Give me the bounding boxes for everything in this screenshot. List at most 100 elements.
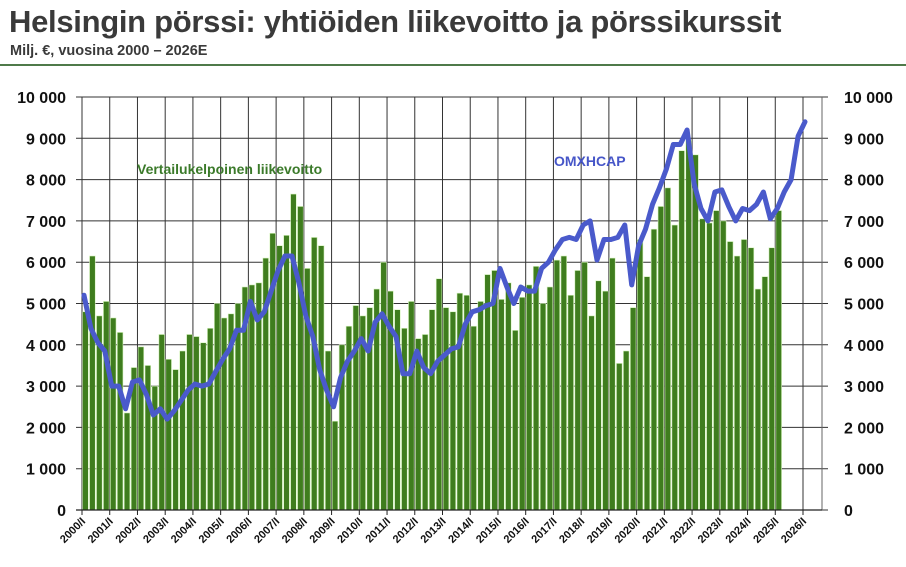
y-axis-right-tick: 0: [844, 503, 853, 520]
x-axis-tick: 2005/I: [197, 516, 227, 546]
profit-bar: [456, 292, 463, 511]
profit-bar: [678, 150, 685, 511]
profit-bar: [290, 193, 297, 511]
profit-bar: [727, 241, 734, 511]
y-axis-left-tick: 8 000: [26, 173, 66, 190]
page-subtitle: Milj. €, vuosina 2000 – 2026E: [10, 43, 208, 59]
y-axis-left-tick: 5 000: [26, 297, 66, 314]
profit-bar: [442, 307, 450, 511]
y-axis-left-tick: 7 000: [26, 214, 66, 231]
y-axis-left-tick: 9 000: [26, 131, 66, 148]
profit-bar: [158, 334, 165, 511]
omxhcap-line: [81, 119, 808, 422]
profit-bar: [775, 210, 782, 511]
x-axis-tick: 2021/I: [640, 516, 670, 546]
profit-bar: [512, 330, 519, 511]
profit-bar: [671, 224, 678, 511]
profit-bar: [581, 261, 588, 511]
y-axis-left-tick: 1 000: [26, 462, 66, 479]
y-axis-right-tick: 3 000: [844, 379, 884, 396]
profit-bar: [137, 346, 145, 511]
x-axis-tick: 2024/I: [724, 516, 754, 546]
x-axis-tick: 2013/I: [419, 516, 449, 546]
legend-label-profit: Vertailukelpoinen liikevoitto: [137, 161, 322, 177]
profit-bar: [220, 317, 228, 511]
legend-label-omxhcap: OMXHCAP: [554, 153, 626, 169]
x-axis-tick: 2000/I: [58, 516, 88, 546]
x-axis-tick: 2025/I: [751, 516, 781, 546]
profit-bar: [623, 350, 630, 511]
profit-bar: [609, 257, 616, 511]
x-axis-tick: 2014/I: [446, 516, 476, 546]
profit-bar: [754, 288, 762, 511]
profit-bar: [110, 317, 117, 511]
x-axis-tick: 2009/I: [308, 516, 338, 546]
profit-bar: [103, 301, 110, 511]
profit-bar: [200, 342, 207, 511]
y-axis-right-tick: 10 000: [844, 90, 893, 107]
profit-bar: [768, 247, 775, 511]
x-axis-tick: 2018/I: [557, 516, 587, 546]
profit-bar: [588, 315, 595, 511]
page-title: Helsingin pörssi: yhtiöiden liikevoitto …: [9, 4, 782, 39]
profit-bar: [276, 245, 283, 511]
profit-bar: [706, 222, 713, 511]
profit-bar: [526, 284, 533, 511]
profit-bar: [491, 270, 498, 511]
x-axis-tick: 2004/I: [169, 516, 199, 546]
profit-bar: [643, 276, 651, 511]
profit-bar: [401, 327, 408, 511]
x-axis-tick: 2003/I: [141, 516, 171, 546]
profit-bar: [539, 303, 547, 511]
profit-bar: [179, 350, 186, 511]
x-axis-tick: 2026/I: [779, 516, 809, 546]
x-axis-tick: 2019/I: [585, 516, 615, 546]
profit-bar: [747, 247, 755, 511]
y-axis-left-tick: 3 000: [26, 379, 66, 396]
y-axis-left-tick: 0: [57, 503, 66, 520]
profit-bar: [519, 297, 526, 511]
profit-bar: [331, 420, 339, 511]
profit-bar: [484, 274, 491, 511]
y-axis-right-tick: 1 000: [844, 462, 884, 479]
y-axis-left-tick: 4 000: [26, 338, 66, 355]
x-axis-tick: 2023/I: [696, 516, 726, 546]
profit-bar: [602, 290, 609, 511]
profit-bar: [380, 261, 387, 511]
x-axis-tick: 2010/I: [335, 516, 365, 546]
y-axis-right-tick: 8 000: [844, 173, 884, 190]
x-axis-tick: 2006/I: [224, 516, 254, 546]
profit-bar: [428, 309, 436, 511]
y-axis-left-tick: 6 000: [26, 255, 66, 272]
profit-bar: [207, 327, 214, 511]
x-axis-tick: 2011/I: [363, 516, 393, 546]
profit-bar: [595, 280, 602, 511]
profit-bar: [720, 220, 727, 511]
profit-bar: [449, 311, 457, 511]
x-axis-tick: 2007/I: [252, 516, 282, 546]
profit-bar: [740, 239, 748, 511]
profit-bar: [699, 218, 706, 511]
profit-bar: [532, 266, 540, 511]
profit-bar: [248, 284, 255, 511]
x-axis-tick: 2002/I: [113, 516, 143, 546]
profit-bar: [685, 140, 692, 511]
x-axis-tick: 2015/I: [474, 516, 504, 546]
profit-bar: [560, 255, 567, 511]
profit-bar: [352, 305, 359, 511]
profit-bar: [470, 325, 477, 511]
profit-bar: [630, 307, 637, 511]
y-axis-left-tick: 2 000: [26, 420, 66, 437]
profit-bar: [692, 154, 699, 511]
profit-bar: [116, 332, 124, 511]
x-axis-tick: 2001/I: [86, 516, 116, 546]
y-axis-left-tick: 10 000: [17, 90, 66, 107]
profit-bar: [761, 276, 769, 511]
title-divider: [0, 64, 906, 66]
profit-bar: [477, 301, 484, 511]
profit-bar: [297, 206, 304, 511]
y-axis-right-tick: 9 000: [844, 131, 884, 148]
profit-bar: [713, 210, 720, 511]
profit-bar: [553, 259, 561, 511]
